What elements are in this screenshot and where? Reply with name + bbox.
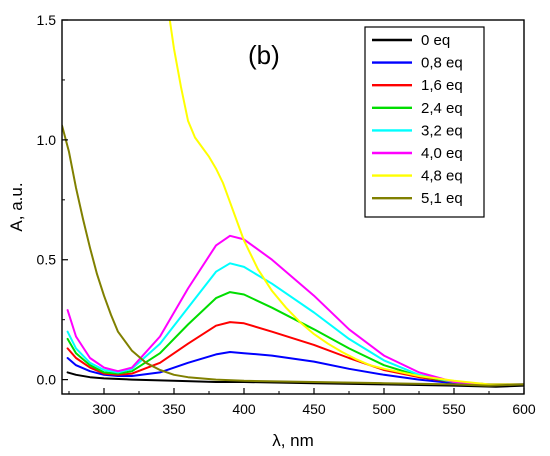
legend-label-0: 0 eq [421,32,450,49]
series-line-6 [168,20,524,386]
y-axis-title: A, a.u. [7,182,26,231]
series-line-2 [66,321,524,386]
series-line-1 [66,351,524,386]
legend-label-1: 0,8 eq [421,55,463,72]
x-tick-label: 350 [162,401,186,417]
series-line-0 [66,371,524,388]
legend-label-4: 3,2 eq [421,122,463,139]
series-line-7 [62,124,524,387]
series-line-4 [66,262,524,386]
series-layer [62,20,524,388]
legend-box [364,26,485,218]
legend-label-3: 2,4 eq [421,100,463,117]
x-axis: 300 350 400 450 500 550 600 [68,388,536,417]
panel-label: (b) [248,40,280,70]
x-tick-label: 600 [512,401,536,417]
legend: 0 eq 0,8 eq 1,6 eq 2,4 eq 3,2 eq 4,0 eq 4,8 eq… [364,26,485,218]
y-tick-label: 1.5 [37,12,57,28]
series-line-5 [66,234,524,386]
plot-frame [61,19,525,395]
x-tick-label: 550 [442,401,466,417]
x-tick-label: 300 [92,401,116,417]
legend-label-7: 5,1 eq [421,190,463,207]
x-tick-label: 450 [302,401,326,417]
legend-label-5: 4,0 eq [421,145,463,162]
legend-label-2: 1,6 eq [421,77,463,94]
x-axis-title: λ, nm [272,431,314,450]
legend-label-6: 4,8 eq [421,168,463,185]
y-tick-label: 0.0 [37,372,57,388]
y-tick-label: 1.0 [37,132,57,148]
x-tick-label: 500 [372,401,396,417]
y-axis: 0.0 0.5 1.0 1.5 [37,12,68,388]
y-tick-label: 0.5 [37,252,57,268]
x-tick-label: 400 [232,401,256,417]
